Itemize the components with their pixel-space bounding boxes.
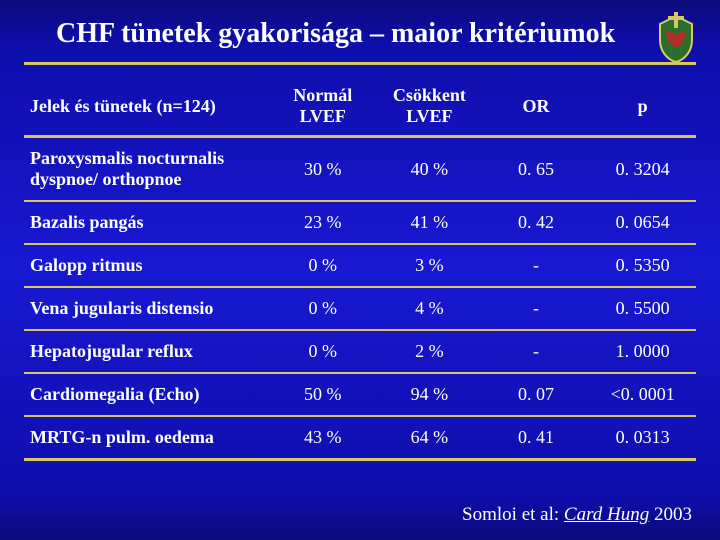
row-value: 4 %: [376, 287, 483, 330]
table-row: Vena jugularis distensio 0 % 4 % - 0. 55…: [24, 287, 696, 330]
row-value: 0. 42: [483, 201, 590, 244]
header-label: Jelek és tünetek (n=124): [24, 79, 269, 137]
row-value: 0. 0654: [589, 201, 696, 244]
row-label: Vena jugularis distensio: [24, 287, 269, 330]
crest-icon: [652, 10, 700, 64]
slide: CHF tünetek gyakorisága – maior kritériu…: [0, 0, 720, 540]
citation: Somloi et al: Card Hung 2003: [462, 504, 692, 526]
row-label: MRTG-n pulm. oedema: [24, 416, 269, 460]
citation-year: 2003: [649, 504, 692, 525]
row-label: Cardiomegalia (Echo): [24, 373, 269, 416]
header-c4: p: [589, 79, 696, 137]
row-value: 0. 5500: [589, 287, 696, 330]
table-row: Bazalis pangás 23 % 41 % 0. 42 0. 0654: [24, 201, 696, 244]
row-label: Galopp ritmus: [24, 244, 269, 287]
table-body: Paroxysmalis nocturnalis dyspnoe/ orthop…: [24, 137, 696, 460]
row-value: 0. 65: [483, 137, 590, 202]
table-row: Hepatojugular reflux 0 % 2 % - 1. 0000: [24, 330, 696, 373]
table-header-row: Jelek és tünetek (n=124) Normál LVEF Csö…: [24, 79, 696, 137]
row-value: 50 %: [269, 373, 376, 416]
row-value: 2 %: [376, 330, 483, 373]
header-c1: Normál LVEF: [269, 79, 376, 137]
row-value: 64 %: [376, 416, 483, 460]
row-value: 23 %: [269, 201, 376, 244]
row-value: 0. 07: [483, 373, 590, 416]
row-value: 0 %: [269, 244, 376, 287]
title-underline: [24, 62, 696, 65]
row-value: -: [483, 244, 590, 287]
data-table: Jelek és tünetek (n=124) Normál LVEF Csö…: [24, 79, 696, 461]
row-value: 40 %: [376, 137, 483, 202]
row-value: 0 %: [269, 330, 376, 373]
table-row: Galopp ritmus 0 % 3 % - 0. 5350: [24, 244, 696, 287]
table-row: Paroxysmalis nocturnalis dyspnoe/ orthop…: [24, 137, 696, 202]
row-value: 1. 0000: [589, 330, 696, 373]
row-label: Hepatojugular reflux: [24, 330, 269, 373]
header-c3: OR: [483, 79, 590, 137]
row-value: 0 %: [269, 287, 376, 330]
row-value: 30 %: [269, 137, 376, 202]
table-row: MRTG-n pulm. oedema 43 % 64 % 0. 41 0. 0…: [24, 416, 696, 460]
slide-title: CHF tünetek gyakorisága – maior kritériu…: [0, 0, 720, 60]
row-value: -: [483, 330, 590, 373]
header-c2: Csökkent LVEF: [376, 79, 483, 137]
row-value: 43 %: [269, 416, 376, 460]
row-value: 41 %: [376, 201, 483, 244]
row-value: 94 %: [376, 373, 483, 416]
row-label: Paroxysmalis nocturnalis dyspnoe/ orthop…: [24, 137, 269, 202]
row-label: Bazalis pangás: [24, 201, 269, 244]
citation-journal: Card Hung: [564, 504, 649, 525]
row-value: 0. 5350: [589, 244, 696, 287]
table-row: Cardiomegalia (Echo) 50 % 94 % 0. 07 <0.…: [24, 373, 696, 416]
row-value: 0. 3204: [589, 137, 696, 202]
citation-prefix: Somloi et al:: [462, 504, 564, 525]
row-value: 0. 0313: [589, 416, 696, 460]
row-value: 0. 41: [483, 416, 590, 460]
row-value: <0. 0001: [589, 373, 696, 416]
row-value: 3 %: [376, 244, 483, 287]
row-value: -: [483, 287, 590, 330]
